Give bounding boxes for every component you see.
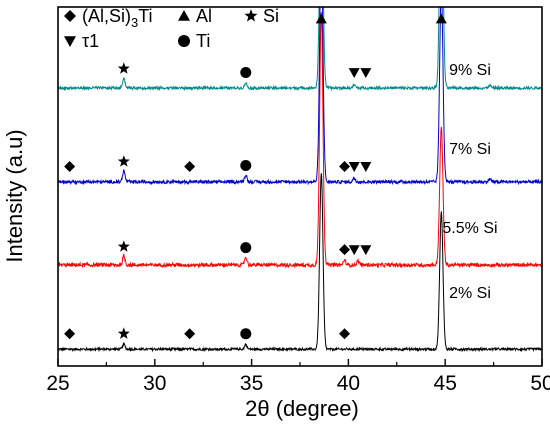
legend-label: τ1 xyxy=(82,31,99,51)
series-labels: 2% Si 5.5% Si 7% Si 9% Si xyxy=(442,62,497,302)
xrd-trace xyxy=(58,7,542,92)
x-tick-label: 40 xyxy=(337,372,360,395)
diamond-marker xyxy=(64,328,76,340)
circle-marker xyxy=(240,159,252,171)
triangle-up-marker xyxy=(315,13,327,24)
x-tick-label: 25 xyxy=(46,372,69,395)
diamond-marker xyxy=(184,160,196,172)
circle-marker xyxy=(240,328,252,340)
legend-circle-marker xyxy=(178,35,190,47)
triangle-down-marker xyxy=(360,68,372,79)
x-tick-label: 45 xyxy=(434,372,457,395)
triangle-down-marker xyxy=(348,162,360,172)
circle-marker xyxy=(240,242,252,254)
xrd-traces xyxy=(58,7,542,353)
star-marker xyxy=(117,155,130,167)
triangle-down-marker xyxy=(348,68,360,79)
x-tick-label: 50 xyxy=(530,372,550,395)
circle-marker xyxy=(240,67,252,79)
diamond-marker xyxy=(64,160,76,172)
legend-label: Si xyxy=(263,6,279,26)
legend-diamond-marker xyxy=(64,10,76,22)
axes: 25 30 35 40 45 50 xyxy=(46,6,550,395)
series-label: 2% Si xyxy=(449,285,491,302)
y-axis-label: Intensity (a.u) xyxy=(2,129,27,262)
star-marker xyxy=(117,62,130,74)
triangle-down-marker xyxy=(360,245,372,256)
x-tick-label: 30 xyxy=(143,372,166,395)
diamond-marker xyxy=(339,328,351,340)
legend-label: Ti xyxy=(196,31,210,51)
diamond-marker xyxy=(339,160,351,172)
xrd-trace xyxy=(58,173,542,353)
series-label: 7% Si xyxy=(449,141,491,158)
triangle-up-marker xyxy=(435,13,447,24)
plot-frame xyxy=(57,6,543,367)
triangle-down-marker xyxy=(348,245,360,256)
x-tick-label: 35 xyxy=(240,372,263,395)
legend-triangle-up-marker xyxy=(178,10,190,21)
series-label: 9% Si xyxy=(449,62,491,79)
diamond-marker xyxy=(184,328,196,340)
series-label: 5.5% Si xyxy=(442,220,497,237)
legend-star-marker xyxy=(244,9,258,22)
star-marker xyxy=(117,327,130,339)
xrd-trace xyxy=(58,7,542,186)
diamond-marker xyxy=(339,244,351,256)
triangle-down-marker xyxy=(360,162,372,172)
phase-markers xyxy=(64,13,447,340)
legend-label: (Al,Si)3Ti xyxy=(82,6,153,30)
legend-label: Al xyxy=(196,6,212,26)
star-marker xyxy=(117,240,130,252)
x-axis-label: 2θ (degree) xyxy=(245,396,359,421)
phase-legend: (Al,Si)3Ti Al Si τ1 Ti xyxy=(64,6,279,51)
legend-triangle-down-marker xyxy=(64,36,76,47)
xrd-trace xyxy=(58,11,542,269)
